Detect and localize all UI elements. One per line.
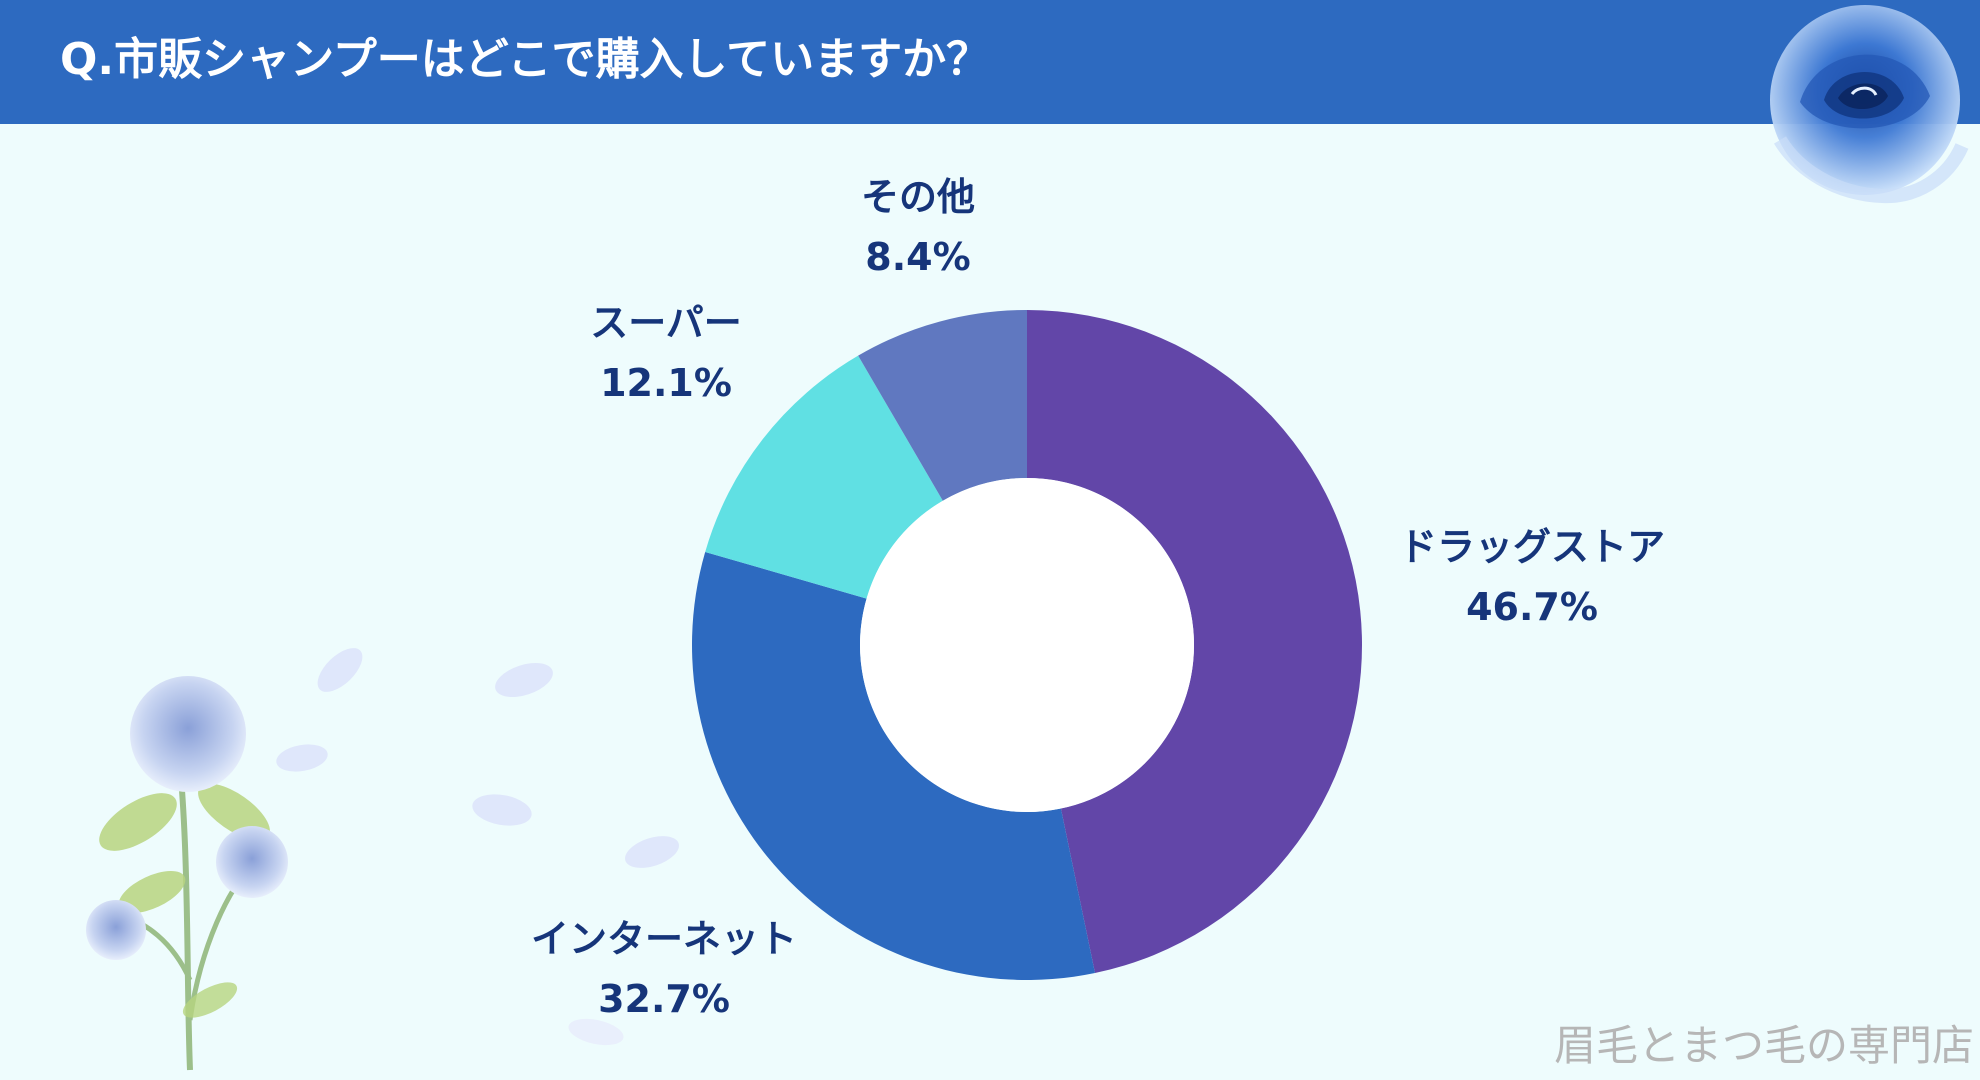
- pie-slice-3: [858, 310, 1027, 501]
- pie-slice-2: [705, 355, 943, 599]
- blue-rose-icon: [1770, 5, 1969, 204]
- pie-slice-0: [1027, 309, 1363, 974]
- slice-value-1: 32.7%: [598, 977, 730, 1021]
- slice-label-0: ドラッグストア: [1399, 525, 1665, 569]
- slice-value-0: 46.7%: [1466, 585, 1598, 629]
- slice-label-1: インターネット: [531, 917, 797, 961]
- slice-label-2: スーパー: [590, 301, 742, 345]
- watermark-text: 眉毛とまつ毛の専門店: [1553, 1021, 1974, 1070]
- blue-rose-bouquet-icon: [86, 648, 679, 1071]
- page-title: Q.市販シャンプーはどこで購入していますか？: [60, 34, 991, 85]
- slice-value-3: 8.4%: [865, 235, 970, 279]
- donut-hole: [860, 478, 1194, 812]
- header-bar: Q.市販シャンプーはどこで購入していますか？: [0, 0, 1980, 124]
- slice-value-2: 12.1%: [600, 361, 732, 405]
- slice-label-3: その他: [861, 175, 975, 219]
- pie-slice-1: [691, 551, 1096, 980]
